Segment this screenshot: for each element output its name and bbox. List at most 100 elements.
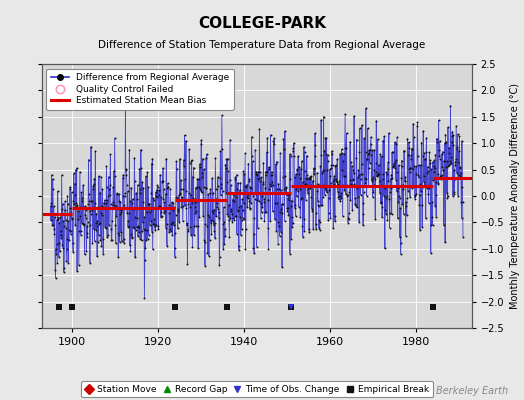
Point — [271, 191, 280, 197]
Point — [445, 150, 454, 156]
Point — [294, 171, 303, 178]
Point — [77, 189, 85, 196]
Point — [157, 213, 166, 220]
Point — [148, 228, 156, 235]
Point — [73, 205, 82, 211]
Point — [261, 209, 270, 216]
Point — [310, 165, 318, 172]
Point — [305, 229, 313, 235]
Point — [287, 153, 295, 159]
Point — [400, 147, 408, 154]
Point — [141, 245, 150, 252]
Point — [114, 230, 122, 236]
Point — [410, 134, 418, 140]
Point — [211, 220, 219, 226]
Point — [166, 226, 174, 232]
Point — [125, 146, 134, 153]
Point — [265, 185, 274, 192]
Point — [356, 192, 365, 198]
Point — [103, 184, 111, 191]
Point — [251, 147, 259, 153]
Point — [215, 209, 223, 216]
Point — [140, 256, 149, 263]
Point — [255, 175, 263, 182]
Point — [253, 244, 261, 250]
Point — [456, 172, 465, 179]
Point — [254, 225, 262, 231]
Point — [384, 166, 392, 172]
Point — [328, 148, 336, 154]
Point — [69, 249, 77, 255]
Point — [169, 218, 178, 225]
Point — [405, 166, 413, 173]
Point — [82, 230, 91, 236]
Point — [368, 176, 376, 182]
Point — [149, 196, 158, 203]
Point — [342, 191, 350, 197]
Point — [149, 195, 158, 201]
Point — [405, 139, 413, 145]
Point — [209, 218, 217, 224]
Point — [92, 210, 101, 217]
Point — [52, 246, 60, 252]
Point — [453, 131, 462, 138]
Point — [196, 164, 204, 170]
Point — [167, 205, 175, 212]
Point — [134, 223, 143, 229]
Point — [207, 231, 215, 237]
Point — [319, 181, 328, 188]
Point — [136, 190, 145, 196]
Point — [306, 175, 314, 182]
Point — [80, 251, 89, 258]
Point — [225, 234, 234, 240]
Point — [83, 234, 92, 240]
Point — [276, 150, 285, 156]
Point — [391, 164, 399, 171]
Point — [236, 187, 244, 193]
Point — [164, 184, 172, 190]
Point — [362, 105, 370, 112]
Point — [388, 149, 396, 156]
Point — [239, 207, 247, 213]
Point — [361, 180, 369, 186]
Point — [331, 218, 339, 224]
Point — [339, 158, 347, 164]
Point — [329, 178, 337, 185]
Point — [292, 171, 300, 177]
Point — [386, 188, 395, 195]
Point — [122, 166, 130, 172]
Point — [58, 206, 66, 212]
Point — [429, 159, 437, 165]
Point — [379, 171, 388, 178]
Point — [163, 180, 172, 186]
Point — [315, 224, 323, 231]
Point — [288, 214, 297, 220]
Point — [123, 182, 131, 188]
Point — [271, 216, 279, 222]
Point — [168, 199, 176, 206]
Point — [416, 227, 424, 233]
Point — [396, 234, 404, 240]
Point — [79, 182, 88, 188]
Point — [100, 205, 108, 211]
Point — [213, 200, 221, 206]
Point — [123, 210, 132, 216]
Point — [347, 181, 355, 188]
Point — [107, 236, 116, 243]
Point — [270, 190, 279, 196]
Point — [299, 179, 308, 185]
Point — [308, 208, 316, 214]
Point — [216, 175, 224, 182]
Point — [368, 194, 377, 200]
Point — [360, 135, 368, 141]
Point — [402, 202, 411, 209]
Point — [452, 123, 461, 129]
Point — [126, 248, 135, 254]
Point — [193, 176, 202, 182]
Point — [342, 130, 351, 136]
Point — [249, 193, 257, 200]
Point — [55, 219, 63, 226]
Point — [273, 186, 281, 192]
Point — [406, 169, 414, 176]
Point — [456, 164, 464, 171]
